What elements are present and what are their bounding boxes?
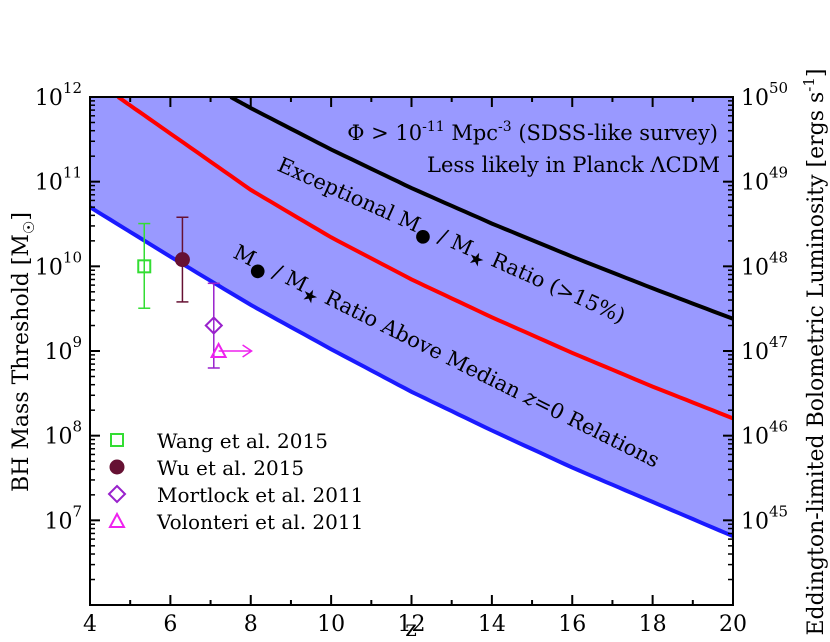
- arrow-head: [242, 344, 253, 358]
- y-axis-title: BH Mass Threshold [M☉]: [9, 212, 38, 492]
- y-tick-label: 107: [44, 502, 82, 534]
- filled-regions: [90, 97, 733, 539]
- x-tick-label: 10: [317, 612, 345, 637]
- y-tick-labels: 107 108 109 1010 1011 1012: [35, 79, 82, 534]
- survey-annotation: Φ > 10-11 Mpc-3 (SDSS-like survey): [347, 119, 718, 145]
- data-points: [137, 216, 253, 369]
- x-tick-labels: 4 6 8 10 12 14 16 18 20: [83, 612, 747, 637]
- legend-label: Wang et al. 2015: [157, 429, 328, 453]
- x-axis-title: z: [405, 617, 417, 642]
- legend-label: Volonteri et al. 2011: [156, 510, 363, 534]
- y-tick-label: 109: [44, 333, 82, 365]
- x-tick-label: 14: [478, 612, 506, 637]
- y2-tick-label: 1050: [741, 79, 788, 111]
- x-tick-label: 8: [244, 612, 258, 637]
- y2-tick-labels: 1045 1046 1047 1048 1049 1050: [741, 79, 788, 534]
- y2-tick-label: 1045: [741, 502, 788, 534]
- y2-tick-label: 1049: [741, 164, 788, 196]
- median-threshold-curve: [90, 205, 733, 539]
- axis-ticks: [89, 96, 734, 605]
- x-tick-label: 20: [719, 612, 747, 637]
- y-tick-label: 1012: [35, 79, 82, 111]
- planck-annotation: Less likely in Planck ΛCDM: [427, 153, 720, 177]
- data-point: [174, 252, 190, 268]
- x-tick-label: 12: [398, 612, 426, 637]
- y2-axis-title: Eddington-limited Bolometric Luminosity …: [800, 68, 829, 635]
- x-tick-label: 6: [163, 612, 177, 637]
- y-tick-label: 1010: [35, 248, 82, 280]
- x-tick-label: 4: [83, 612, 97, 637]
- legend-label: Wu et al. 2015: [157, 456, 304, 480]
- y-tick-label: 108: [44, 418, 82, 450]
- legend-marker: [107, 484, 127, 504]
- y2-tick-label: 1046: [741, 418, 788, 450]
- legend: Wang et al. 2015 Wu et al. 2015 Mortlock e…: [107, 429, 363, 534]
- y-tick-label: 1011: [35, 164, 82, 196]
- x-tick-label: 18: [639, 612, 667, 637]
- data-point: [204, 316, 224, 335]
- survey-threshold-curve: [229, 97, 733, 321]
- data-point: [209, 341, 228, 358]
- legend-marker: [110, 433, 124, 447]
- data-point: [137, 259, 152, 274]
- y2-tick-label: 1047: [741, 333, 788, 365]
- legend-marker: [108, 511, 126, 528]
- y2-tick-label: 1048: [741, 248, 788, 280]
- exceptional-threshold-curve: [116, 97, 733, 421]
- median-region-fill: [90, 97, 733, 537]
- legend-marker: [109, 459, 125, 475]
- legend-label: Mortlock et al. 2011: [157, 483, 363, 507]
- x-tick-label: 16: [558, 612, 586, 637]
